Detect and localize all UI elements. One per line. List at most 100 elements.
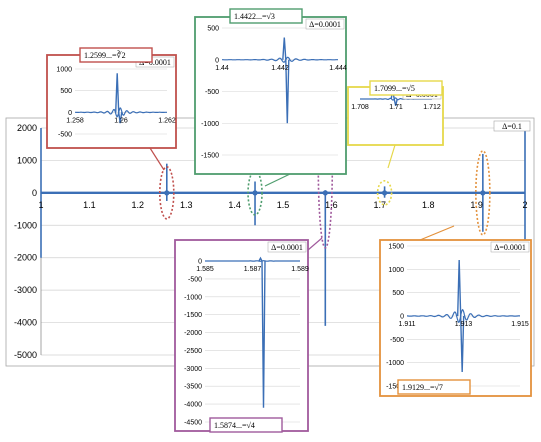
inset-y-tick-label: 500	[60, 88, 72, 95]
main-root-marker	[480, 190, 486, 196]
inset-y-tick-label: 0	[215, 57, 219, 64]
inset-frame	[379, 239, 532, 397]
inset-label-box	[229, 8, 303, 24]
inset-x-tick-label: 1.442	[271, 65, 289, 72]
inset-label-box	[369, 80, 443, 96]
inset-x-tick-label: 1.262	[158, 117, 176, 124]
inset-y-tick-label: -1500	[386, 384, 404, 391]
inset-series-line	[222, 56, 338, 63]
main-x-tick-label: 1.7	[374, 200, 387, 210]
inset-delta-box	[267, 241, 307, 253]
root-highlight-ellipse	[158, 166, 175, 220]
main-root-marker	[322, 190, 328, 196]
main-x-tick-label: 2	[522, 200, 527, 210]
inset-delta-box	[305, 18, 345, 30]
inset-y-tick-label: -1000	[386, 360, 404, 367]
main-x-tick-label: 1.1	[83, 200, 96, 210]
inset-label-box	[209, 417, 283, 433]
inset-sqrt7: 1500 1000 500 0 -500 -1000 -1500 1.911 1.913 1.91…	[379, 225, 532, 397]
inset-delta-box	[490, 241, 530, 253]
inset-y-tick-label: -1500	[184, 312, 202, 319]
inset-root-label: 1.9129...=√7	[402, 383, 443, 392]
inset-y-tick-label: 0	[198, 259, 202, 266]
inset-delta-label: Δ=0.0001	[309, 20, 341, 29]
inset-y-tick-label: -4500	[184, 420, 202, 427]
root-highlight-ellipse	[376, 180, 393, 206]
inset-y-tick-label: -1000	[201, 121, 219, 128]
inset-y-tick-label: 0	[400, 314, 404, 321]
inset-x-tick-label: 1.712	[423, 104, 441, 111]
main-x-tick-label: 1.2	[132, 200, 145, 210]
inset-y-tick-label: 1000	[56, 67, 72, 74]
inset-delta-label: Δ=0.0001	[494, 243, 526, 252]
main-y-tick-label: 2000	[17, 123, 37, 133]
inset-delta-label: Δ=0.0001	[271, 243, 303, 252]
inset-y-tick-label: -500	[390, 337, 404, 344]
main-root-marker	[164, 190, 170, 196]
root-highlight-ellipse	[475, 150, 491, 236]
inset-root-label: 1.4422...=√3	[234, 12, 275, 21]
inset-sqrt3: 500 0 -500 -1000 -1500 1.44 1.442 1.444 Δ=0.0001…	[194, 8, 347, 187]
inset-connector-arrow	[387, 144, 396, 169]
main-root-marker	[252, 190, 258, 196]
inset-series-line	[205, 260, 300, 262]
inset-sqrt4: 0 -500 -1000 -1500 -2000 -2500 -3000 -3500 -4000…	[174, 237, 323, 433]
inset-series-spike	[456, 259, 465, 373]
main-y-tick-label: 1000	[17, 155, 37, 165]
main-x-tick-label: 1	[38, 200, 43, 210]
inset-y-tick-label: 500	[207, 26, 219, 33]
inset-x-tick-label: 1.915	[511, 321, 529, 328]
inset-connector-arrow	[149, 147, 165, 171]
inset-connector-arrow	[264, 173, 291, 187]
inset-root-label: 1.7099...=√5	[374, 84, 415, 93]
inset-series-line	[75, 107, 167, 118]
main-y-tick-label: -2000	[14, 253, 37, 263]
inset-x-tick-label: 1.589	[291, 266, 309, 273]
inset-delta-label: Δ=0.0001	[139, 58, 171, 67]
inset-x-tick-label: 1.911	[399, 321, 416, 328]
inset-y-tick-label: 500	[392, 290, 404, 297]
inset-x-tick-label: 1.587	[244, 266, 262, 273]
inset-y-tick-label: -3500	[184, 384, 202, 391]
main-x-tick-label: 1.8	[422, 200, 435, 210]
inset-y-tick-label: -1500	[201, 153, 219, 160]
inset-y-tick-label: -4000	[184, 402, 202, 409]
main-x-tick-label: 1.5	[277, 200, 290, 210]
inset-frame	[194, 16, 347, 175]
main-root-marker	[381, 190, 388, 196]
inset-x-tick-label: 1.913	[455, 321, 473, 328]
inset-root-label: 1.5874...=√4	[214, 421, 255, 430]
main-x-tick-label: 1.4	[228, 200, 241, 210]
main-y-tick-label: -5000	[14, 350, 37, 360]
inset-y-tick-label: 1000	[388, 267, 404, 274]
inset-connector-arrow	[307, 237, 323, 251]
inset-cbrt2: 1000 500 0 -500 1.258 1.26 1.262 Δ=0.0001 1.2599…	[46, 47, 177, 171]
inset-y-tick-label: 0	[68, 110, 72, 117]
main-y-tick-label: -1000	[14, 220, 37, 230]
inset-connector-arrow	[419, 225, 455, 241]
inset-x-tick-label: 1.444	[329, 65, 347, 72]
inset-label-box	[397, 379, 471, 395]
inset-y-tick-label: -2500	[184, 348, 202, 355]
inset-x-tick-label: 1.71	[389, 104, 403, 111]
inset-frame	[46, 54, 177, 149]
inset-series-spike	[258, 256, 266, 408]
inset-series-line	[407, 308, 520, 324]
inset-frame	[174, 239, 309, 432]
main-x-tick-label: 1.3	[180, 200, 193, 210]
inset-x-tick-label: 1.708	[351, 104, 369, 111]
inset-x-tick-label: 1.44	[215, 65, 229, 72]
inset-y-tick-label: -1000	[184, 294, 202, 301]
inset-y-tick-label: -500	[188, 276, 202, 283]
inset-y-tick-label: -500	[205, 89, 219, 96]
main-delta-box	[493, 120, 531, 132]
main-y-tick-label: 0	[32, 188, 37, 198]
inset-x-tick-label: 1.585	[196, 266, 214, 273]
inset-x-tick-label: 1.258	[66, 117, 84, 124]
main-delta-label: Δ=0.1	[502, 122, 522, 131]
main-y-tick-label: -3000	[14, 285, 37, 295]
inset-root-label: 1.2599...=∛2	[84, 50, 126, 60]
inset-x-tick-label: 1.26	[114, 117, 128, 124]
